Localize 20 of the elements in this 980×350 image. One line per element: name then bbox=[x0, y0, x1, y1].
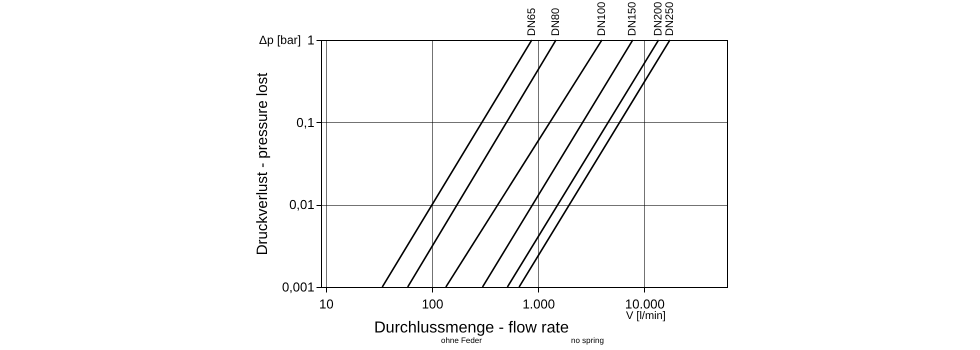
x-tick-label: 100 bbox=[422, 296, 444, 312]
y-axis-title: Druckverlust - pressure lost bbox=[254, 72, 271, 256]
x-axis-title: Durchlussmenge - flow rate bbox=[374, 320, 569, 336]
x-tick-label: 10 bbox=[319, 296, 334, 312]
y-tick-label: 0,001 bbox=[282, 280, 314, 294]
x-tick-label: 1.000 bbox=[522, 296, 555, 312]
text: Δp [bar] bbox=[258, 33, 301, 47]
text: DN65 bbox=[526, 8, 538, 36]
text: V [l/min] bbox=[626, 310, 666, 322]
y-tick-label: 1 bbox=[307, 32, 314, 48]
text: DN80 bbox=[550, 8, 562, 36]
text: no spring bbox=[571, 336, 604, 345]
y-tick-label: 0,01 bbox=[289, 197, 314, 212]
text: DN150 bbox=[626, 2, 639, 36]
text: DN100 bbox=[596, 2, 608, 36]
x-tick-label: 10.000 bbox=[625, 296, 665, 312]
y-tick-label: 0,1 bbox=[296, 114, 314, 130]
text: DN250 bbox=[664, 2, 676, 36]
text: DN200 bbox=[652, 2, 665, 36]
text: ohne Feder bbox=[441, 336, 482, 345]
